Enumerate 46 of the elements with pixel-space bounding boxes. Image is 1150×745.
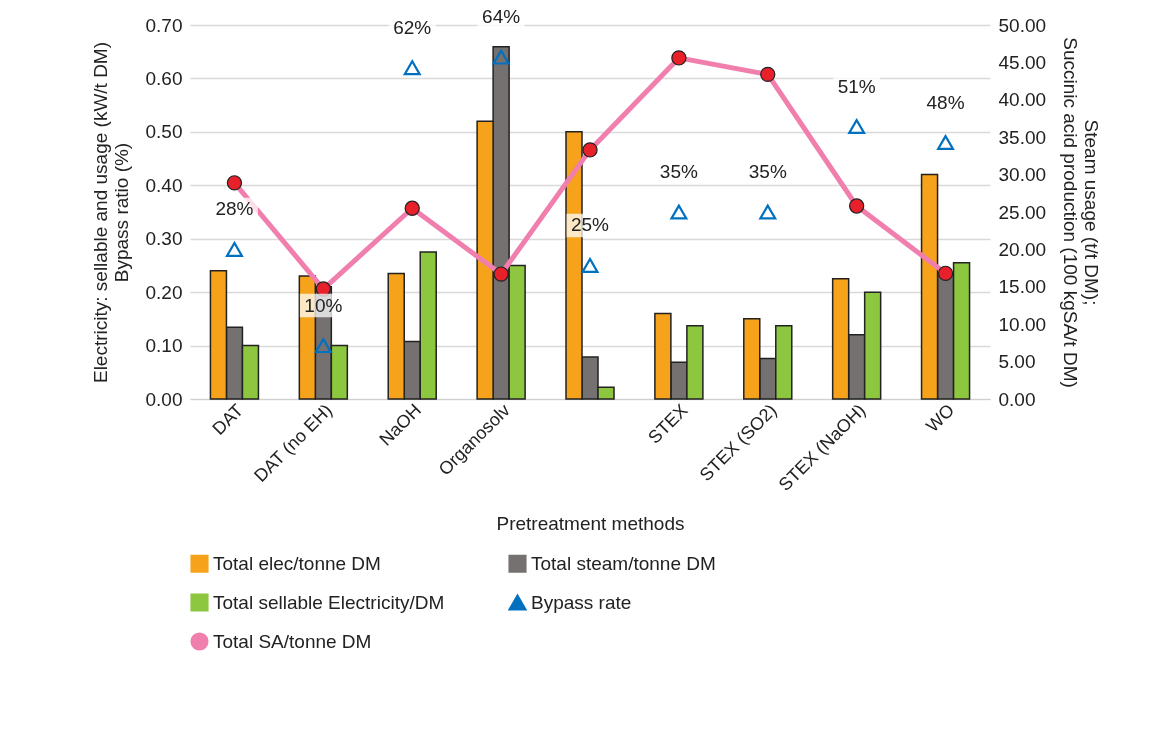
y-tick-label: 0.00 [145, 388, 183, 410]
y2-tick-label: 0.00 [998, 388, 1036, 410]
y2-axis-title: Steam usage (t/t DM); Succinic acid production (100 kgSA/t DM) [1060, 37, 1103, 388]
y2-tick-label: 20.00 [998, 238, 1047, 260]
legend-label: Total sellable Electricity/DM [213, 591, 445, 613]
legend-label: Total steam/tonne DM [531, 552, 716, 574]
data-label: 51% [837, 75, 876, 97]
point [314, 338, 332, 354]
data-label: 35% [748, 161, 787, 182]
data-label: 28% [215, 198, 254, 220]
point [225, 241, 243, 257]
point [670, 204, 688, 220]
legend-label: Total elec/tonne DM [213, 552, 381, 574]
data-label: 35% [659, 161, 699, 182]
x-axis-title: Pretreatment methods [496, 512, 685, 534]
y-axis-title: Electricity: sellable and usage (kW/t DM) Bypass ratio (%) [89, 41, 132, 384]
data-label: 48% [926, 91, 965, 113]
legend-label: Total SA/tonne DM [213, 630, 372, 652]
y-tick-label: 0.20 [145, 281, 183, 303]
point [581, 257, 599, 273]
y-tick-label: 0.10 [145, 335, 183, 357]
y-tick-label: 0.40 [145, 174, 183, 196]
y2-tick-label: 40.00 [998, 89, 1047, 111]
y-tick-label: 0.70 [145, 14, 183, 36]
y2-tick-label: 45.00 [998, 51, 1047, 73]
y2-tick-label: 50.00 [998, 14, 1047, 36]
data-label: 64% [482, 6, 521, 28]
y-tick-label: 0.30 [145, 228, 183, 250]
y2-tick-label: 35.00 [998, 126, 1047, 148]
point [759, 204, 777, 220]
y2-tick-label: 25.00 [998, 201, 1047, 223]
legend-label: Bypass rate [531, 591, 632, 613]
y2-tick-label: 5.00 [998, 351, 1036, 373]
data-label: 62% [393, 16, 432, 38]
data-label: 25% [570, 214, 610, 236]
point [492, 49, 510, 65]
point [848, 118, 866, 135]
point [403, 60, 421, 76]
point [937, 135, 955, 151]
y-tick-label: 0.50 [145, 121, 183, 143]
y2-tick-label: 10.00 [998, 313, 1047, 335]
data-label: 10% [304, 294, 343, 316]
y2-tick-label: 15.00 [998, 276, 1047, 298]
y-tick-label: 0.60 [145, 67, 183, 89]
y2-tick-label: 30.00 [998, 164, 1047, 186]
x-tick-label: WO [922, 400, 959, 437]
